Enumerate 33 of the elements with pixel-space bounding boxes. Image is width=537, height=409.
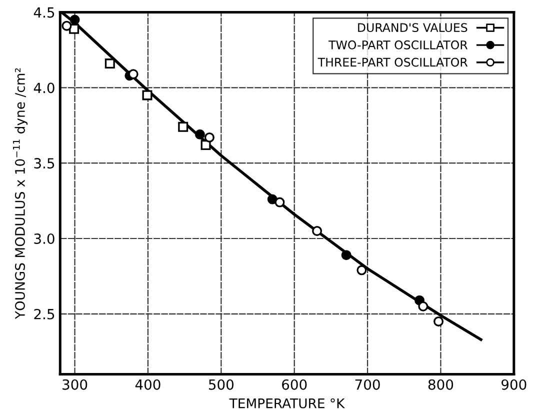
x-tick-label: 400 (135, 379, 160, 390)
x-tick-label: 700 (355, 379, 380, 390)
point (62, 20, 72, 31)
y-tick-label: 3.5 (34, 158, 54, 169)
x-tick-label: 500 (208, 379, 234, 390)
legend-label: THREE-PART OSCILLATOR (318, 58, 468, 67)
y-tick-label: 2.5 (34, 308, 54, 320)
point (104, 58, 115, 69)
x-tick-label: 300 (62, 379, 88, 390)
y-tick-label: 4.0 (34, 82, 54, 94)
point (204, 132, 214, 142)
x-tick-label: 800 (428, 379, 454, 390)
point (434, 316, 444, 326)
y-axis-title: YOUNGS MODULUS x 10$^{−11}$ dyne /cm² (12, 68, 28, 320)
point (128, 69, 138, 80)
point (418, 301, 428, 312)
x-axis-title: TEMPERATURE °K (229, 398, 345, 408)
point (194, 129, 205, 140)
legend-label: TWO-PART OSCILLATOR (328, 40, 468, 50)
x-tick-label: 600 (282, 379, 307, 390)
x-tick-label: 900 (502, 379, 526, 390)
point (312, 226, 322, 236)
y-tick-label: 4.5 (34, 7, 54, 18)
point (356, 265, 367, 276)
point (70, 14, 80, 25)
point (200, 140, 211, 150)
point (341, 250, 352, 260)
legend-label: DURAND'S VALUES (358, 23, 468, 32)
point (142, 90, 152, 100)
point (274, 197, 285, 208)
point (178, 122, 188, 132)
point (267, 194, 278, 204)
y-tick-label: 3.0 (34, 233, 54, 244)
